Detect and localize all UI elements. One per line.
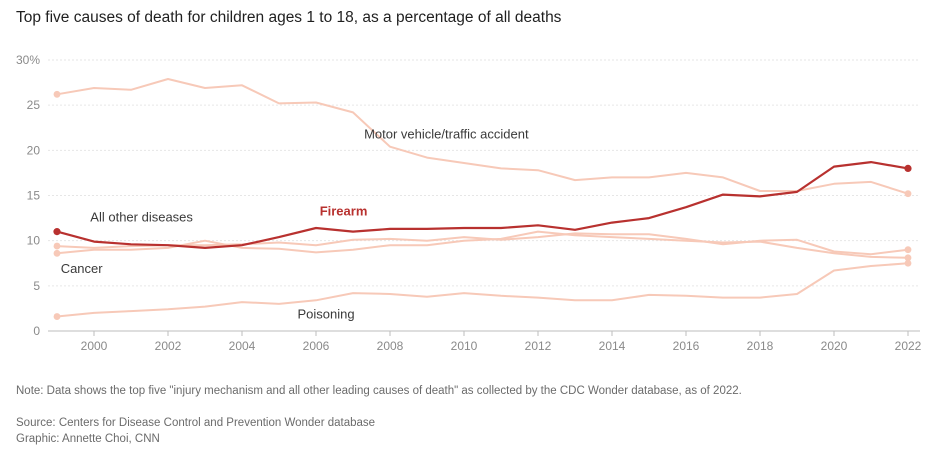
x-tick-label: 2004 — [229, 339, 256, 353]
chart-source: Source: Centers for Disease Control and … — [16, 417, 376, 429]
series-line-poisoning — [56, 262, 909, 318]
x-tick-label: 2002 — [155, 339, 182, 353]
x-tick-label: 2006 — [303, 339, 330, 353]
series-line-all-other-diseases — [56, 232, 909, 256]
x-tick-label: 2018 — [747, 339, 774, 353]
x-tick-label: 2010 — [451, 339, 478, 353]
series-label-poisoning: Poisoning — [298, 306, 355, 321]
y-tick-label: 10 — [27, 234, 41, 248]
series-start-point-cancer — [53, 249, 61, 257]
series-end-point-all-other-diseases — [904, 246, 912, 254]
series-end-point-firearm — [904, 164, 912, 172]
highlighted-series — [53, 161, 912, 249]
series-start-point-firearm — [53, 228, 61, 236]
x-tick-label: 2014 — [599, 339, 626, 353]
series-label-motor-vehicle-traffic-accident: Motor vehicle/traffic accident — [364, 127, 529, 142]
series-label-cancer: Cancer — [61, 261, 104, 276]
series-labels: Motor vehicle/traffic accident Firearm All… — [61, 127, 529, 322]
series-start-point-motor-vehicle-traffic-accident — [53, 90, 61, 98]
chart-title: Top five causes of death for children ag… — [16, 9, 562, 26]
x-tick-label: 2020 — [821, 339, 848, 353]
series-line-firearm — [55, 161, 910, 249]
x-tick-label: 2022 — [895, 339, 922, 353]
gridlines — [48, 59, 920, 287]
y-tick-label: 15 — [27, 189, 41, 203]
y-tick-label: 20 — [27, 143, 41, 157]
chart-note: Note: Data shows the top five "injury me… — [16, 385, 742, 397]
series-end-point-motor-vehicle-traffic-accident — [904, 190, 912, 198]
muted-series — [53, 78, 912, 320]
y-tick-label: 25 — [27, 98, 41, 112]
y-tick-label: 0 — [33, 324, 40, 338]
y-tick-label: 5 — [33, 279, 40, 293]
x-tick-label: 2008 — [377, 339, 404, 353]
x-tick-label: 2016 — [673, 339, 700, 353]
line-chart: 0 5 10 15 20 25 30% 2000 2002 2004 2006 2008 2010 201… — [16, 53, 922, 353]
series-start-point-all-other-diseases — [53, 242, 61, 250]
y-tick-label: 30% — [16, 53, 40, 67]
series-line-cancer — [56, 230, 909, 259]
chart-credit: Graphic: Annette Choi, CNN — [16, 433, 160, 445]
series-end-point-cancer — [904, 254, 912, 262]
series-label-firearm: Firearm — [320, 203, 368, 218]
x-tick-label: 2012 — [525, 339, 552, 353]
series-end-point-poisoning — [904, 259, 912, 267]
x-tick-label: 2000 — [81, 339, 108, 353]
series-line-motor-vehicle-traffic-accident — [56, 78, 909, 195]
series-start-point-poisoning — [53, 313, 61, 320]
series-label-all-other-diseases: All other diseases — [90, 210, 193, 225]
axes: 0 5 10 15 20 25 30% 2000 2002 2004 2006 2008 2010 201… — [16, 53, 922, 353]
